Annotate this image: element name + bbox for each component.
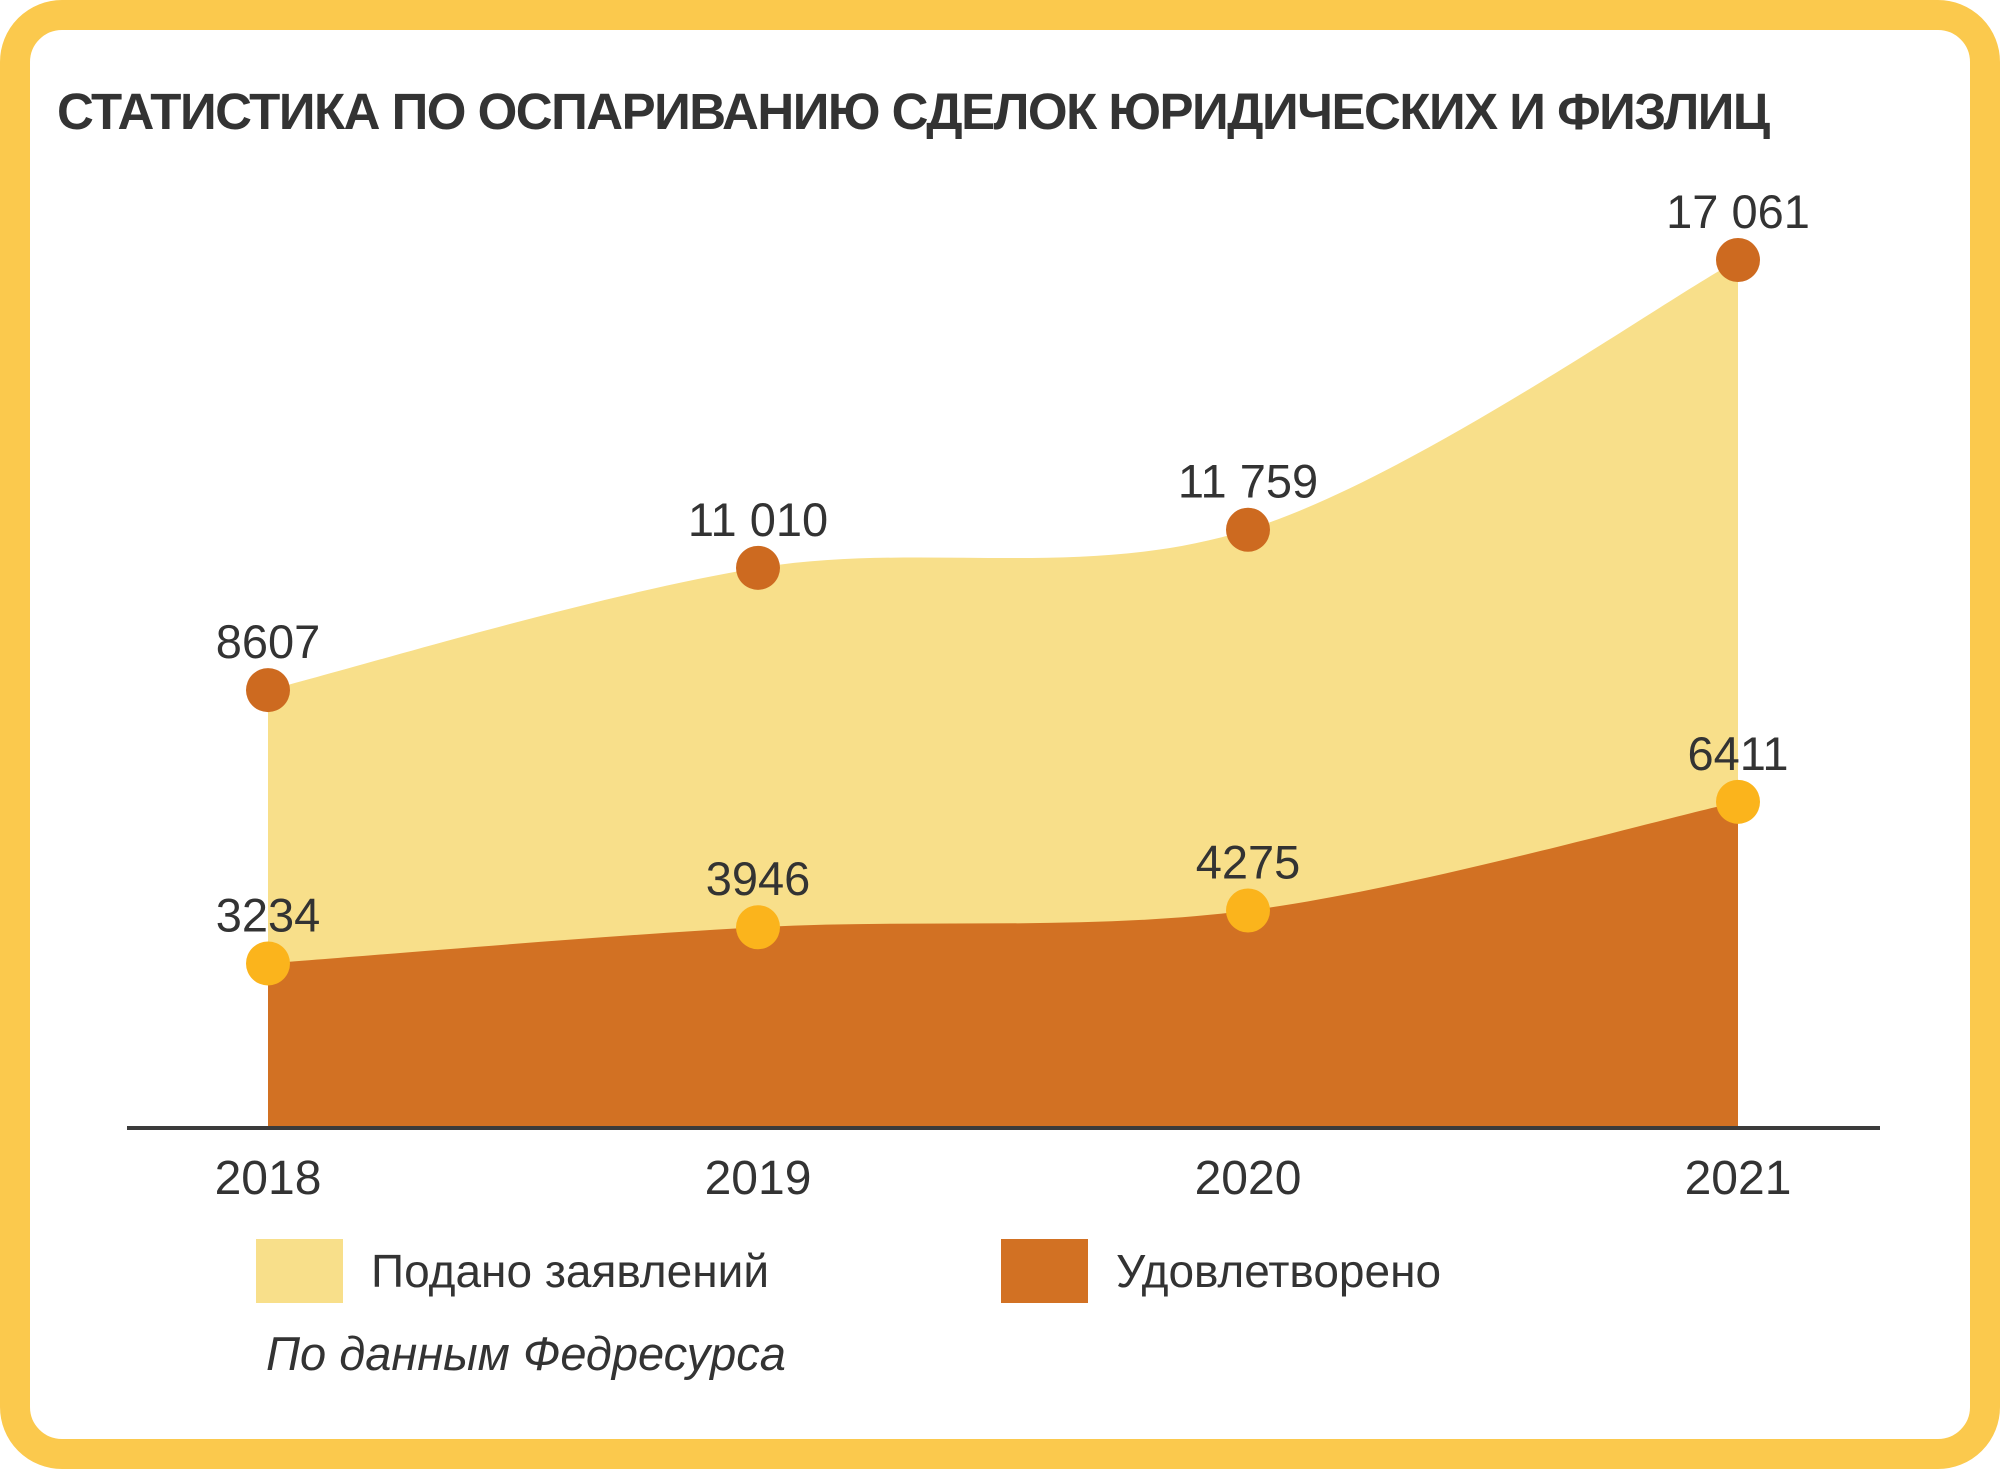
legend-swatch-applications <box>256 1239 343 1303</box>
source-note: По данным Федресурса <box>266 1327 786 1380</box>
page-title: СТАТИСТИКА ПО ОСПАРИВАНИЮ СДЕЛОК ЮРИДИЧЕ… <box>57 83 1770 141</box>
data-point-marker <box>736 905 780 950</box>
legend-swatch-satisfied <box>1001 1239 1088 1303</box>
data-point-label: 8607 <box>216 615 321 668</box>
x-axis-label: 2018 <box>215 1152 322 1205</box>
data-point-marker <box>1716 779 1760 824</box>
data-point-marker <box>1226 507 1270 552</box>
data-point-label: 17 061 <box>1666 185 1810 238</box>
data-point-marker <box>1226 888 1270 933</box>
x-axis-label: 2019 <box>705 1152 812 1205</box>
area-satisfied <box>268 801 1738 1128</box>
data-point-label: 3946 <box>706 852 811 905</box>
data-point-label: 6411 <box>1687 727 1788 780</box>
legend-item-applications: Подано заявлений <box>256 1238 769 1304</box>
legend-item-satisfied: Удовлетворено <box>1001 1238 1441 1304</box>
data-point-marker <box>736 545 780 590</box>
data-point-marker <box>246 668 290 713</box>
legend-label-satisfied: Удовлетворено <box>1116 1245 1442 1297</box>
data-point-label: 4275 <box>1196 836 1301 889</box>
x-axis-label: 2021 <box>1685 1152 1792 1205</box>
x-axis-label: 2020 <box>1195 1152 1302 1205</box>
data-point-marker <box>1716 238 1760 282</box>
legend-label-applications: Подано заявлений <box>371 1245 770 1297</box>
data-point-label: 11 010 <box>688 493 828 546</box>
data-point-marker <box>246 941 290 986</box>
data-point-label: 3234 <box>216 888 321 941</box>
data-point-label: 11 759 <box>1178 455 1318 508</box>
